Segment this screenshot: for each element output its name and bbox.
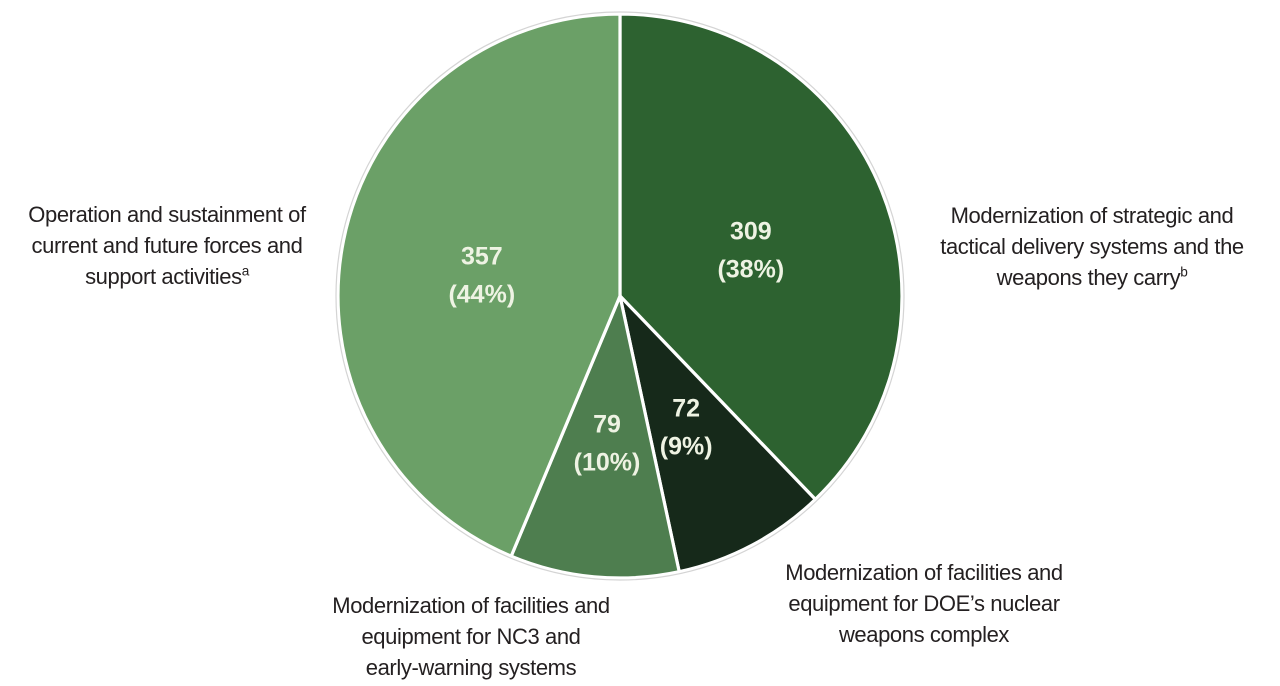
label-operation-sustainment: Operation and sustainment of current and … [28,202,306,289]
pie-outer-rim [335,11,905,581]
pie-slice-nc3-early-warning [509,294,681,580]
pie-slice-operation-sustainment [336,12,622,558]
pie-slice-delivery-systems [618,12,904,501]
label-delivery-systems: Modernization of strategic and tactical d… [940,203,1244,290]
pie-slices [336,12,904,580]
label-nc3-early-warning: Modernization of facilities and equipment… [332,593,610,680]
slice-value-labels: 309 (38%) 72 (9%) 79 (10%) 357 (44%) [448,217,784,476]
label-doe-weapons-complex: Modernization of facilities and equipment… [785,560,1063,647]
pie-slice-doe-weapons-complex [618,294,817,574]
slice-value-delivery-systems: 309 (38%) [717,217,784,283]
slice-value-operation-sustainment: 357 (44%) [448,242,515,308]
slice-value-doe-weapons-complex: 72 (9%) [660,395,713,461]
footnote-marker: a [241,263,250,279]
footnote-marker: b [1180,264,1188,280]
slice-value-nc3-early-warning: 79 (10%) [574,410,641,476]
